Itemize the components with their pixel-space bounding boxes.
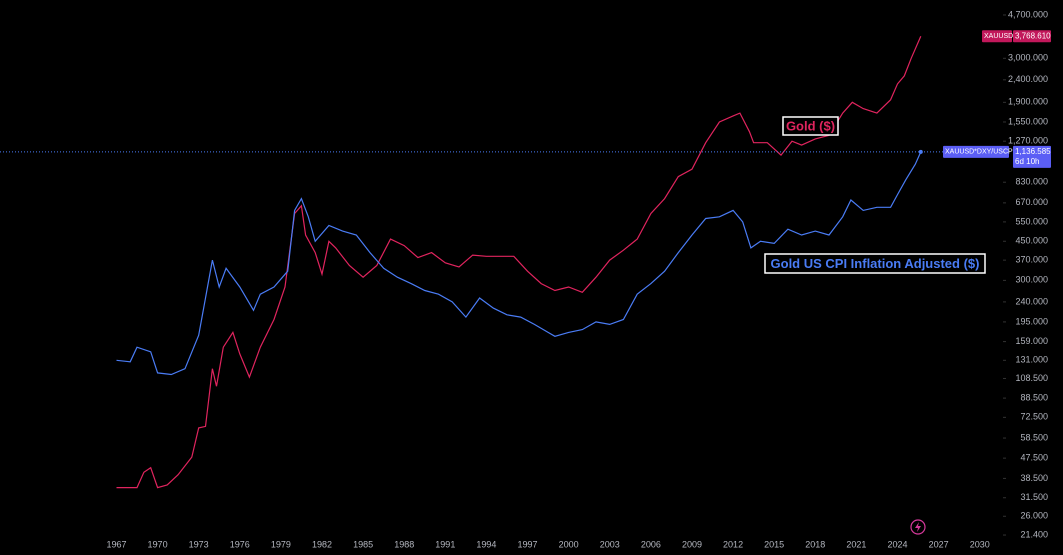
last-value-tag	[1013, 145, 1051, 168]
y-tick-label: 131.000	[1015, 355, 1048, 365]
series-name: XAUUSD*DXY/USCPI	[945, 149, 1015, 156]
y-tick-label: 3,000.000	[1008, 53, 1048, 63]
y-tick-label: 159.000	[1015, 336, 1048, 346]
y-tick-label: 26.000	[1020, 511, 1048, 521]
y-tick-label: 4,700.000	[1008, 9, 1048, 19]
series-name-tag	[982, 30, 1012, 43]
y-tick-label: 1,550.000	[1008, 116, 1048, 126]
x-tick-label: 1997	[518, 539, 538, 549]
x-tick-label: 2015	[764, 539, 784, 549]
x-tick-label: 1967	[106, 539, 126, 549]
annotation-box	[782, 116, 839, 136]
x-tick-label: 1994	[476, 539, 496, 549]
x-tick-label: 1982	[312, 539, 332, 549]
last-point	[918, 149, 923, 154]
y-tick-label: 195.000	[1015, 316, 1048, 326]
x-tick-label: 2009	[682, 539, 702, 549]
y-tick-label: 240.000	[1015, 296, 1048, 306]
y-tick-label: 47.500	[1020, 453, 1048, 463]
x-tick-label: 2000	[559, 539, 579, 549]
x-tick-label: 2030	[970, 539, 990, 549]
x-tick-label: 2021	[846, 539, 866, 549]
y-tick-label: 72.500	[1020, 412, 1048, 422]
y-tick-label: 450.000	[1015, 236, 1048, 246]
annotation-box	[764, 253, 986, 274]
last-value-label: 1,136.585	[1015, 147, 1051, 156]
y-tick-label: 1,270.000	[1008, 136, 1048, 146]
y-tick-label: 88.500	[1020, 392, 1048, 402]
x-tick-label: 2012	[723, 539, 743, 549]
series-line	[116, 36, 922, 489]
annotation: Gold US CPI Inflation Adjusted ($)	[771, 256, 980, 271]
series-name: XAUUSD	[984, 33, 1013, 40]
x-tick-label: 2024	[887, 539, 907, 549]
y-tick-label: 21.400	[1020, 529, 1048, 539]
annotation: Gold ($)	[786, 118, 835, 133]
y-tick-label: 300.000	[1015, 275, 1048, 285]
y-tick-label: 550.000	[1015, 216, 1048, 226]
countdown: 6d 10h	[1015, 157, 1039, 166]
y-tick-label: 38.500	[1020, 473, 1048, 483]
x-tick-label: 2003	[600, 539, 620, 549]
y-tick-label: 31.500	[1020, 492, 1048, 502]
lightning-icon[interactable]	[910, 519, 926, 535]
y-tick-label: 670.000	[1015, 197, 1048, 207]
x-tick-label: 1979	[271, 539, 291, 549]
x-tick-label: 1976	[230, 539, 250, 549]
x-tick-label: 1970	[148, 539, 168, 549]
y-tick-label: 830.000	[1015, 177, 1048, 187]
y-tick-label: 370.000	[1015, 255, 1048, 265]
last-value-label: 3,768.610	[1015, 31, 1051, 40]
x-tick-label: 2027	[929, 539, 949, 549]
y-tick-label: 108.500	[1015, 373, 1048, 383]
y-tick-label: 2,400.000	[1008, 74, 1048, 84]
x-tick-label: 1991	[435, 539, 455, 549]
x-tick-label: 1985	[353, 539, 373, 549]
y-tick-label: 58.500	[1020, 432, 1048, 442]
x-tick-label: 2018	[805, 539, 825, 549]
y-tick-label: 1,900.000	[1008, 97, 1048, 107]
x-tick-label: 2006	[641, 539, 661, 549]
series-name-tag	[943, 145, 1009, 158]
last-value-tag	[1013, 30, 1051, 43]
x-tick-label: 1988	[394, 539, 414, 549]
x-tick-label: 1973	[189, 539, 209, 549]
series-line	[116, 151, 922, 376]
